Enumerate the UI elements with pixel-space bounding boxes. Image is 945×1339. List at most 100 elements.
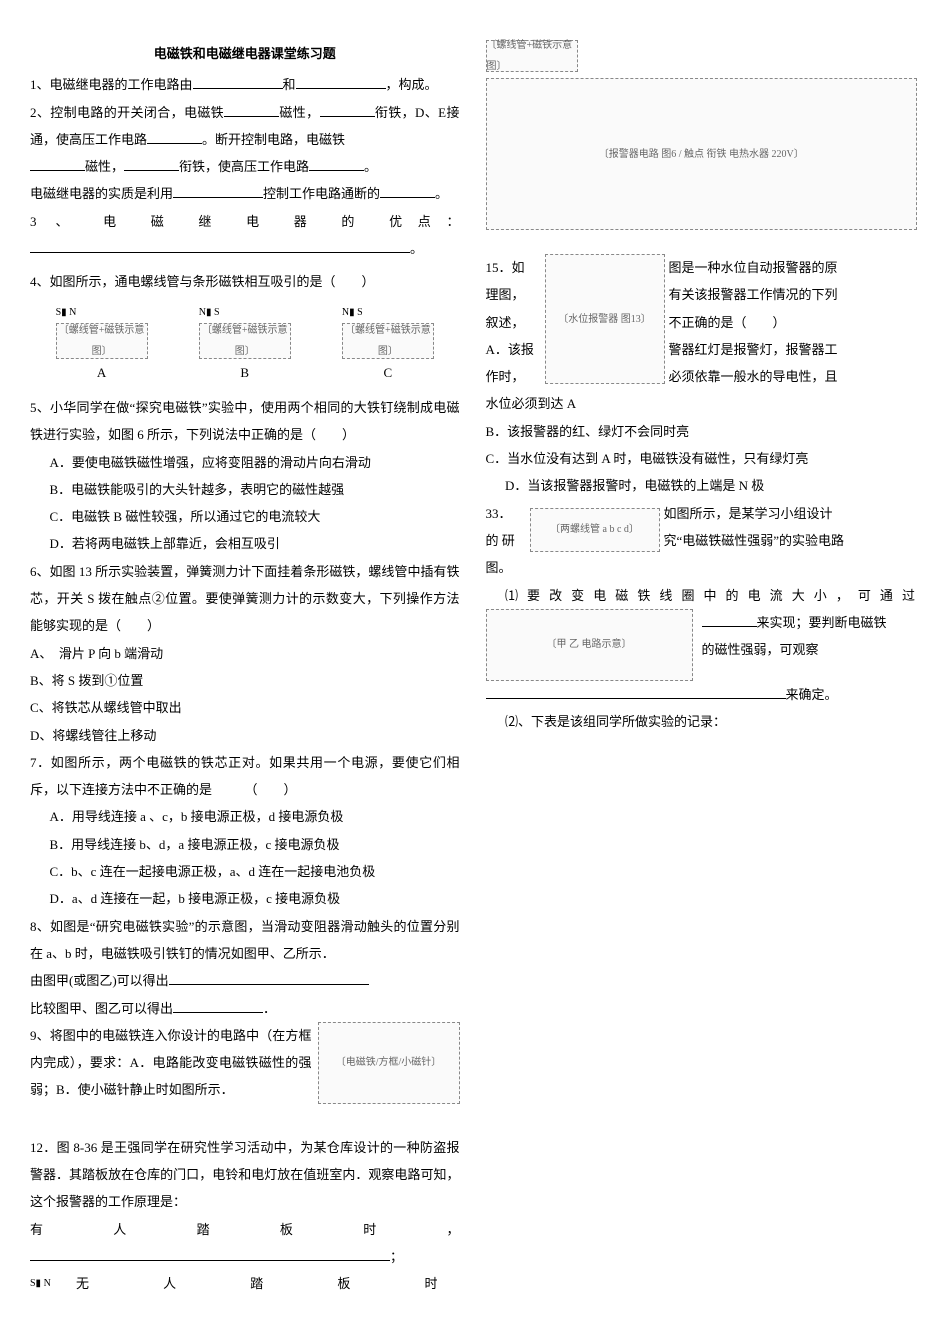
t: 。断开控制电路，电磁铁	[202, 132, 345, 147]
q9-block: 9、将图中的电磁铁连入你设计的电路中（在方框内完成），要求：A．电路能改变电磁铁…	[30, 1022, 460, 1104]
solenoid-figure-a: 〔螺线管+磁铁示意图〕	[56, 323, 148, 359]
q15-l1b: 图是一种水位自动报警器的原	[669, 254, 916, 281]
q33-p2-end: 来确定。	[486, 681, 916, 708]
q15-l2b: 有关该报警器工作情况的下列	[669, 281, 916, 308]
semicolon: ；	[390, 1249, 403, 1264]
q4: 4、如图所示，通电螺线管与条形磁铁相互吸引的是（ ）	[30, 268, 460, 295]
q3-label: 3 、 电 磁 继 电 器 的 优点：	[30, 208, 460, 235]
q12-blank1-label: 有 人 踏 板 时 ，	[30, 1216, 460, 1243]
q6-opt-c: C、将铁芯从螺线管中取出	[30, 694, 460, 721]
q2-line2: 磁性， 衔铁，使高压工作电路 。	[30, 153, 460, 180]
q8-line2: 由图甲(或图乙)可以得出	[30, 967, 460, 994]
q1-and: 和	[283, 77, 296, 92]
blank	[296, 77, 386, 90]
t: 衔铁，使高压工作电路	[179, 159, 309, 174]
q12-blank1: ；	[30, 1243, 460, 1270]
q2-line1: 2、控制电路的开关闭合，电磁铁磁性，衔铁，D、E接通，使高压工作电路。断开控制电…	[30, 99, 460, 154]
t: 磁性，	[85, 159, 124, 174]
blank	[380, 186, 435, 199]
q5: 5、小华同学在做“探究电磁铁”实验中，使用两个相同的大铁钉绕制成电磁铁进行实验，…	[30, 394, 460, 449]
q33b-block: 〔甲 乙 电路示意〕 来实现；要判断电磁铁 的磁性强弱，可观察	[486, 609, 916, 681]
q15-l4a: A．该报	[486, 336, 541, 363]
q15-l3a: 叙述，	[486, 309, 541, 336]
blank	[224, 104, 279, 117]
magnet-sn: S▮ N	[30, 1273, 76, 1294]
q33-l2a: 的 研	[486, 527, 526, 554]
q33-l1b: 如图所示，是某学习小组设计	[664, 500, 916, 527]
t: 由图甲(或图乙)可以得出	[30, 973, 169, 988]
q12-small-sol: 〔螺线管+磁铁示意图〕	[486, 40, 578, 72]
q1: 1、电磁继电器的工作电路由 和 ，构成。	[30, 71, 460, 98]
q33-p1: ⑴ 要 改 变 电 磁 铁 线 圈 中 的 电 流 大 小 ， 可 通 过	[486, 582, 916, 609]
q5-opt-b: B．电磁铁能吸引的大头针越多，表明它的磁性越强	[30, 476, 460, 503]
q3-blankline: 。	[30, 235, 460, 262]
blank	[193, 77, 283, 90]
q6-opt-d: D、将螺线管往上移动	[30, 722, 460, 749]
t: 比较图甲、图乙可以得出	[30, 1001, 173, 1016]
q15-l4b: 警器红灯是报警灯，报警器工	[669, 336, 916, 363]
blank	[173, 1000, 263, 1013]
q15-opt-d: D．当该报警器报警时，电磁铁的上端是 N 极	[486, 472, 916, 499]
q7-opt-a: A．用导线连接 a 、c，b 接电源正极，d 接电源负极	[30, 803, 460, 830]
q33-l3a: 图。	[486, 554, 526, 581]
t: ．	[263, 1001, 276, 1016]
q5-opt-c: C．电磁铁 B 磁性较强，所以通过它的电流较大	[30, 503, 460, 530]
t: 。	[435, 186, 448, 201]
solenoid-figure-b: 〔螺线管+磁铁示意图〕	[199, 323, 291, 359]
t: 2、控制电路的开关闭合，电磁铁	[30, 105, 224, 120]
q6-opt-b: B、将 S 拨到①位置	[30, 667, 460, 694]
q15-opt-c: C．当水位没有达到 A 时，电磁铁没有磁性，只有绿灯亮	[486, 445, 916, 472]
blank	[30, 240, 410, 253]
blank	[30, 1248, 390, 1261]
q7-opt-d: D．a、d 连接在一起，b 接电源正极，c 接电源负极	[30, 885, 460, 912]
q33b-r1: 来实现；要判断电磁铁	[702, 609, 916, 636]
q15-block: 15．如 理图， 叙述， A．该报 作时， 〔水位报警器 图13〕 图是一种水位…	[486, 254, 916, 390]
q15-l1a: 15．如	[486, 254, 541, 281]
q33-p3: ⑵、下表是该组同学所做实验的记录：	[486, 708, 916, 735]
q33-figure-a: 〔两螺线管 a b c d〕	[530, 508, 660, 552]
q15-l5a: 作时，	[486, 363, 541, 390]
q12-line2-row: S▮ N 无 人 踏 板 时	[30, 1270, 460, 1297]
q33b-r2: 的磁性强弱，可观察	[702, 636, 916, 663]
blank	[147, 131, 202, 144]
q8-line3: 比较图甲、图乙可以得出 ．	[30, 995, 460, 1022]
blank	[169, 973, 369, 986]
q7-opt-b: B．用导线连接 b、d，a 接电源正极，c 接电源负极	[30, 831, 460, 858]
q4-figure-row: S▮ N 〔螺线管+磁铁示意图〕 A N▮ S 〔螺线管+磁铁示意图〕 B N▮…	[30, 302, 460, 386]
q2-line3: 电磁继电器的实质是利用 控制工作电路通断的 。	[30, 180, 460, 207]
q4-label-a: A	[56, 359, 148, 386]
blank	[320, 104, 375, 117]
blank	[173, 186, 263, 199]
q6-opt-a: A、 滑片 P 向 b 端滑动	[30, 640, 460, 667]
t: 来确定。	[786, 687, 838, 702]
q15-6: 水位必须到达 A	[486, 390, 916, 417]
q4-label-b: B	[199, 359, 291, 386]
q33-l1a: 33．	[486, 500, 526, 527]
q6: 6、如图 13 所示实验装置，弹簧测力计下面挂着条形磁铁，螺线管中插有铁芯，开关…	[30, 558, 460, 640]
t: 来实现；要判断电磁铁	[757, 615, 887, 630]
q1-end: ，构成。	[386, 77, 438, 92]
q15-figure: 〔水位报警器 图13〕	[545, 254, 665, 384]
t: 控制工作电路通断的	[263, 186, 380, 201]
q12: 12．图 8-36 是王强同学在研究性学习活动中，为某仓库设计的一种防盗报警器．…	[30, 1134, 460, 1216]
q8: 8、如图是“研究电磁铁实验”的示意图，当滑动变阻器滑动触头的位置分别在 a、b …	[30, 913, 460, 968]
q15-l5b: 必须依靠一般水的导电性，且	[669, 363, 916, 390]
blank	[309, 159, 364, 172]
q1-text-a: 1、电磁继电器的工作电路由	[30, 77, 193, 92]
solenoid-figure-c: 〔螺线管+磁铁示意图〕	[342, 323, 434, 359]
q15-l2a: 理图，	[486, 281, 541, 308]
q15-l3b: 不正确的是（ ）	[669, 309, 916, 336]
q15-opt-b: B．该报警器的红、绿灯不会同时亮	[486, 418, 916, 445]
t: 。	[364, 159, 377, 174]
blank	[30, 159, 85, 172]
q5-opt-a: A．要使电磁铁磁性增强，应将变阻器的滑动片向右滑动	[30, 449, 460, 476]
q7-opt-c: C．b、c 连在一起接电源正极，a、d 连在一起接电池负极	[30, 858, 460, 885]
q9: 9、将图中的电磁铁连入你设计的电路中（在方框内完成），要求：A．电路能改变电磁铁…	[30, 1022, 312, 1104]
q12-large-figure: 〔报警器电路 图6 / 触点 衔铁 电热水器 220V〕	[486, 78, 918, 230]
blank	[702, 614, 757, 627]
doc-title: 电磁铁和电磁继电器课堂练习题	[30, 40, 460, 67]
t: 电磁继电器的实质是利用	[30, 186, 173, 201]
blank	[486, 686, 786, 699]
q33-figure-b: 〔甲 乙 电路示意〕	[486, 609, 693, 681]
q9-figure: 〔电磁铁/方框/小磁针〕	[318, 1022, 460, 1104]
